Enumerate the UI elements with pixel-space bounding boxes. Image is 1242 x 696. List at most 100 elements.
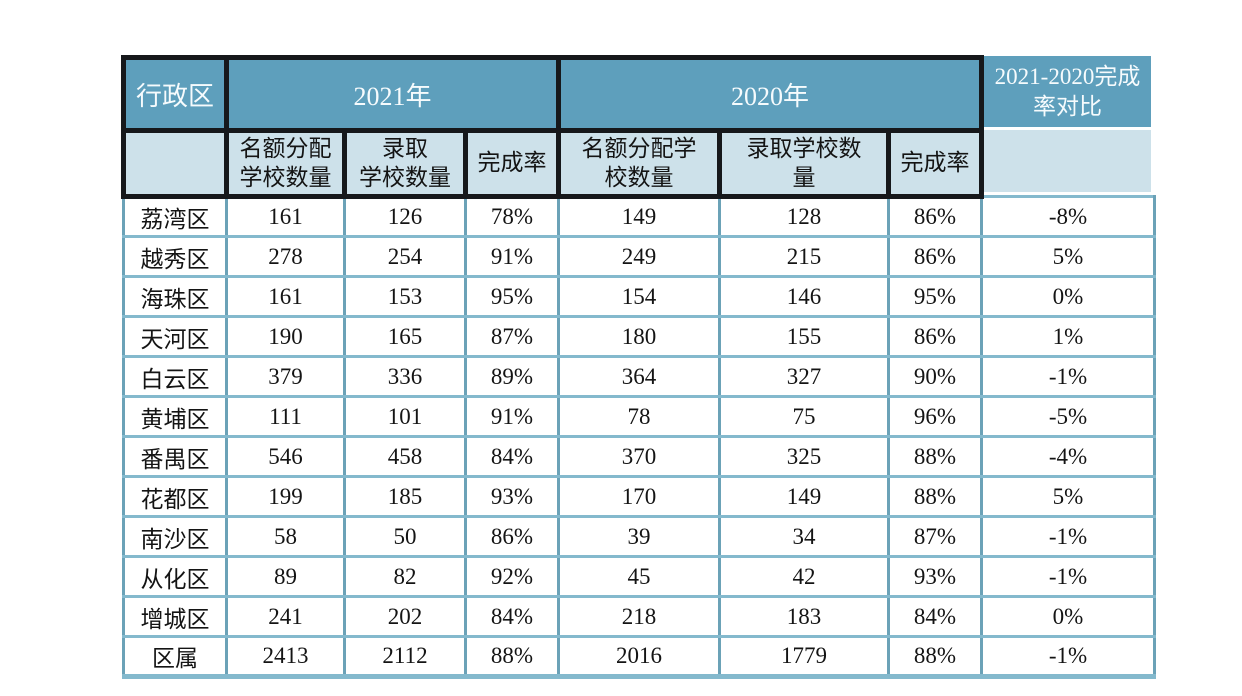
cell: 111 bbox=[225, 395, 346, 438]
cell-compare: -1% bbox=[980, 355, 1156, 398]
cell: 1779 bbox=[718, 635, 890, 679]
cell-compare: 5% bbox=[980, 235, 1156, 278]
cell-district: 增城区 bbox=[122, 595, 228, 638]
cell-compare: 0% bbox=[980, 275, 1156, 318]
header-compare-sub-blank bbox=[984, 130, 1151, 192]
cell-district: 海珠区 bbox=[122, 275, 228, 318]
cell: 249 bbox=[557, 235, 721, 278]
cell: 128 bbox=[718, 195, 890, 238]
cell: 91% bbox=[464, 235, 560, 278]
cell: 180 bbox=[557, 315, 721, 358]
cell: 546 bbox=[225, 435, 346, 478]
table-row: 海珠区 161 153 95% 154 146 95% 0% bbox=[122, 275, 1156, 318]
cell: 202 bbox=[343, 595, 467, 638]
cell: 96% bbox=[887, 395, 983, 438]
cell: 91% bbox=[464, 395, 560, 438]
cell: 87% bbox=[887, 515, 983, 558]
cell: 95% bbox=[464, 275, 560, 318]
cell-district: 黄埔区 bbox=[122, 395, 228, 438]
cell: 327 bbox=[718, 355, 890, 398]
header-admitted-2021: 录取 学校数量 bbox=[342, 128, 468, 199]
cell: 458 bbox=[343, 435, 467, 478]
cell: 45 bbox=[557, 555, 721, 598]
cell: 90% bbox=[887, 355, 983, 398]
table-row: 花都区 199 185 93% 170 149 88% 5% bbox=[122, 475, 1156, 518]
cell: 155 bbox=[718, 315, 890, 358]
cell: 101 bbox=[343, 395, 467, 438]
cell: 95% bbox=[887, 275, 983, 318]
cell: 218 bbox=[557, 595, 721, 638]
cell-district: 天河区 bbox=[122, 315, 228, 358]
cell: 75 bbox=[718, 395, 890, 438]
header-quota-2021: 名额分配 学校数量 bbox=[224, 128, 347, 199]
cell-compare: -1% bbox=[980, 515, 1156, 558]
header-admitted-2020: 录取学校数 量 bbox=[717, 128, 891, 199]
cell: 215 bbox=[718, 235, 890, 278]
cell: 84% bbox=[464, 435, 560, 478]
cell: 50 bbox=[343, 515, 467, 558]
cell: 84% bbox=[464, 595, 560, 638]
cell-district: 白云区 bbox=[122, 355, 228, 398]
cell: 161 bbox=[225, 195, 346, 238]
cell: 86% bbox=[887, 195, 983, 238]
cell: 254 bbox=[343, 235, 467, 278]
cell: 58 bbox=[225, 515, 346, 558]
cell: 89 bbox=[225, 555, 346, 598]
cell: 88% bbox=[464, 635, 560, 679]
cell-compare: -5% bbox=[980, 395, 1156, 438]
header-row-sub: 名额分配 学校数量 录取 学校数量 完成率 名额分配学 校数量 录取学校数 量 … bbox=[121, 128, 1155, 199]
cell: 78 bbox=[557, 395, 721, 438]
cell: 82 bbox=[343, 555, 467, 598]
cell-compare: 5% bbox=[980, 475, 1156, 518]
table-row-total: 区属 2413 2112 88% 2016 1779 88% -1% bbox=[122, 635, 1156, 679]
cell: 241 bbox=[225, 595, 346, 638]
cell-district: 越秀区 bbox=[122, 235, 228, 278]
cell: 278 bbox=[225, 235, 346, 278]
cell: 84% bbox=[887, 595, 983, 638]
cell-compare: -1% bbox=[980, 555, 1156, 598]
table-row: 天河区 190 165 87% 180 155 86% 1% bbox=[122, 315, 1156, 358]
table-row: 白云区 379 336 89% 364 327 90% -1% bbox=[122, 355, 1156, 398]
cell: 185 bbox=[343, 475, 467, 518]
cell-district: 从化区 bbox=[122, 555, 228, 598]
cell: 87% bbox=[464, 315, 560, 358]
cell-compare: -8% bbox=[980, 195, 1156, 238]
cell: 88% bbox=[887, 635, 983, 679]
cell: 93% bbox=[464, 475, 560, 518]
cell-compare: -1% bbox=[980, 635, 1156, 679]
header-region-blank bbox=[121, 128, 229, 199]
cell: 379 bbox=[225, 355, 346, 398]
cell-district: 区属 bbox=[122, 635, 228, 679]
cell: 170 bbox=[557, 475, 721, 518]
cell: 190 bbox=[225, 315, 346, 358]
cell: 126 bbox=[343, 195, 467, 238]
cell: 86% bbox=[887, 235, 983, 278]
cell: 364 bbox=[557, 355, 721, 398]
cell: 199 bbox=[225, 475, 346, 518]
cell: 88% bbox=[887, 475, 983, 518]
cell-district: 番禺区 bbox=[122, 435, 228, 478]
header-rate-2020: 完成率 bbox=[886, 128, 984, 199]
cell: 86% bbox=[887, 315, 983, 358]
header-group-2021: 2021年 bbox=[224, 55, 561, 133]
cell: 370 bbox=[557, 435, 721, 478]
cell: 149 bbox=[557, 195, 721, 238]
cell-compare: 1% bbox=[980, 315, 1156, 358]
cell-compare: -4% bbox=[980, 435, 1156, 478]
cell: 165 bbox=[343, 315, 467, 358]
table-row: 南沙区 58 50 86% 39 34 87% -1% bbox=[122, 515, 1156, 558]
cell: 146 bbox=[718, 275, 890, 318]
table-row: 黄埔区 111 101 91% 78 75 96% -5% bbox=[122, 395, 1156, 438]
header-quota-2020: 名额分配学 校数量 bbox=[556, 128, 722, 199]
cell: 2413 bbox=[225, 635, 346, 679]
cell: 2016 bbox=[557, 635, 721, 679]
quota-allocation-table: 行政区 2021年 2020年 名额分配 学校数量 录取 学校数量 完成率 名额… bbox=[121, 55, 1156, 679]
cell: 2112 bbox=[343, 635, 467, 679]
cell: 39 bbox=[557, 515, 721, 558]
cell: 92% bbox=[464, 555, 560, 598]
cell: 89% bbox=[464, 355, 560, 398]
header-region: 行政区 bbox=[121, 55, 229, 133]
cell-district: 荔湾区 bbox=[122, 195, 228, 238]
table-row: 从化区 89 82 92% 45 42 93% -1% bbox=[122, 555, 1156, 598]
